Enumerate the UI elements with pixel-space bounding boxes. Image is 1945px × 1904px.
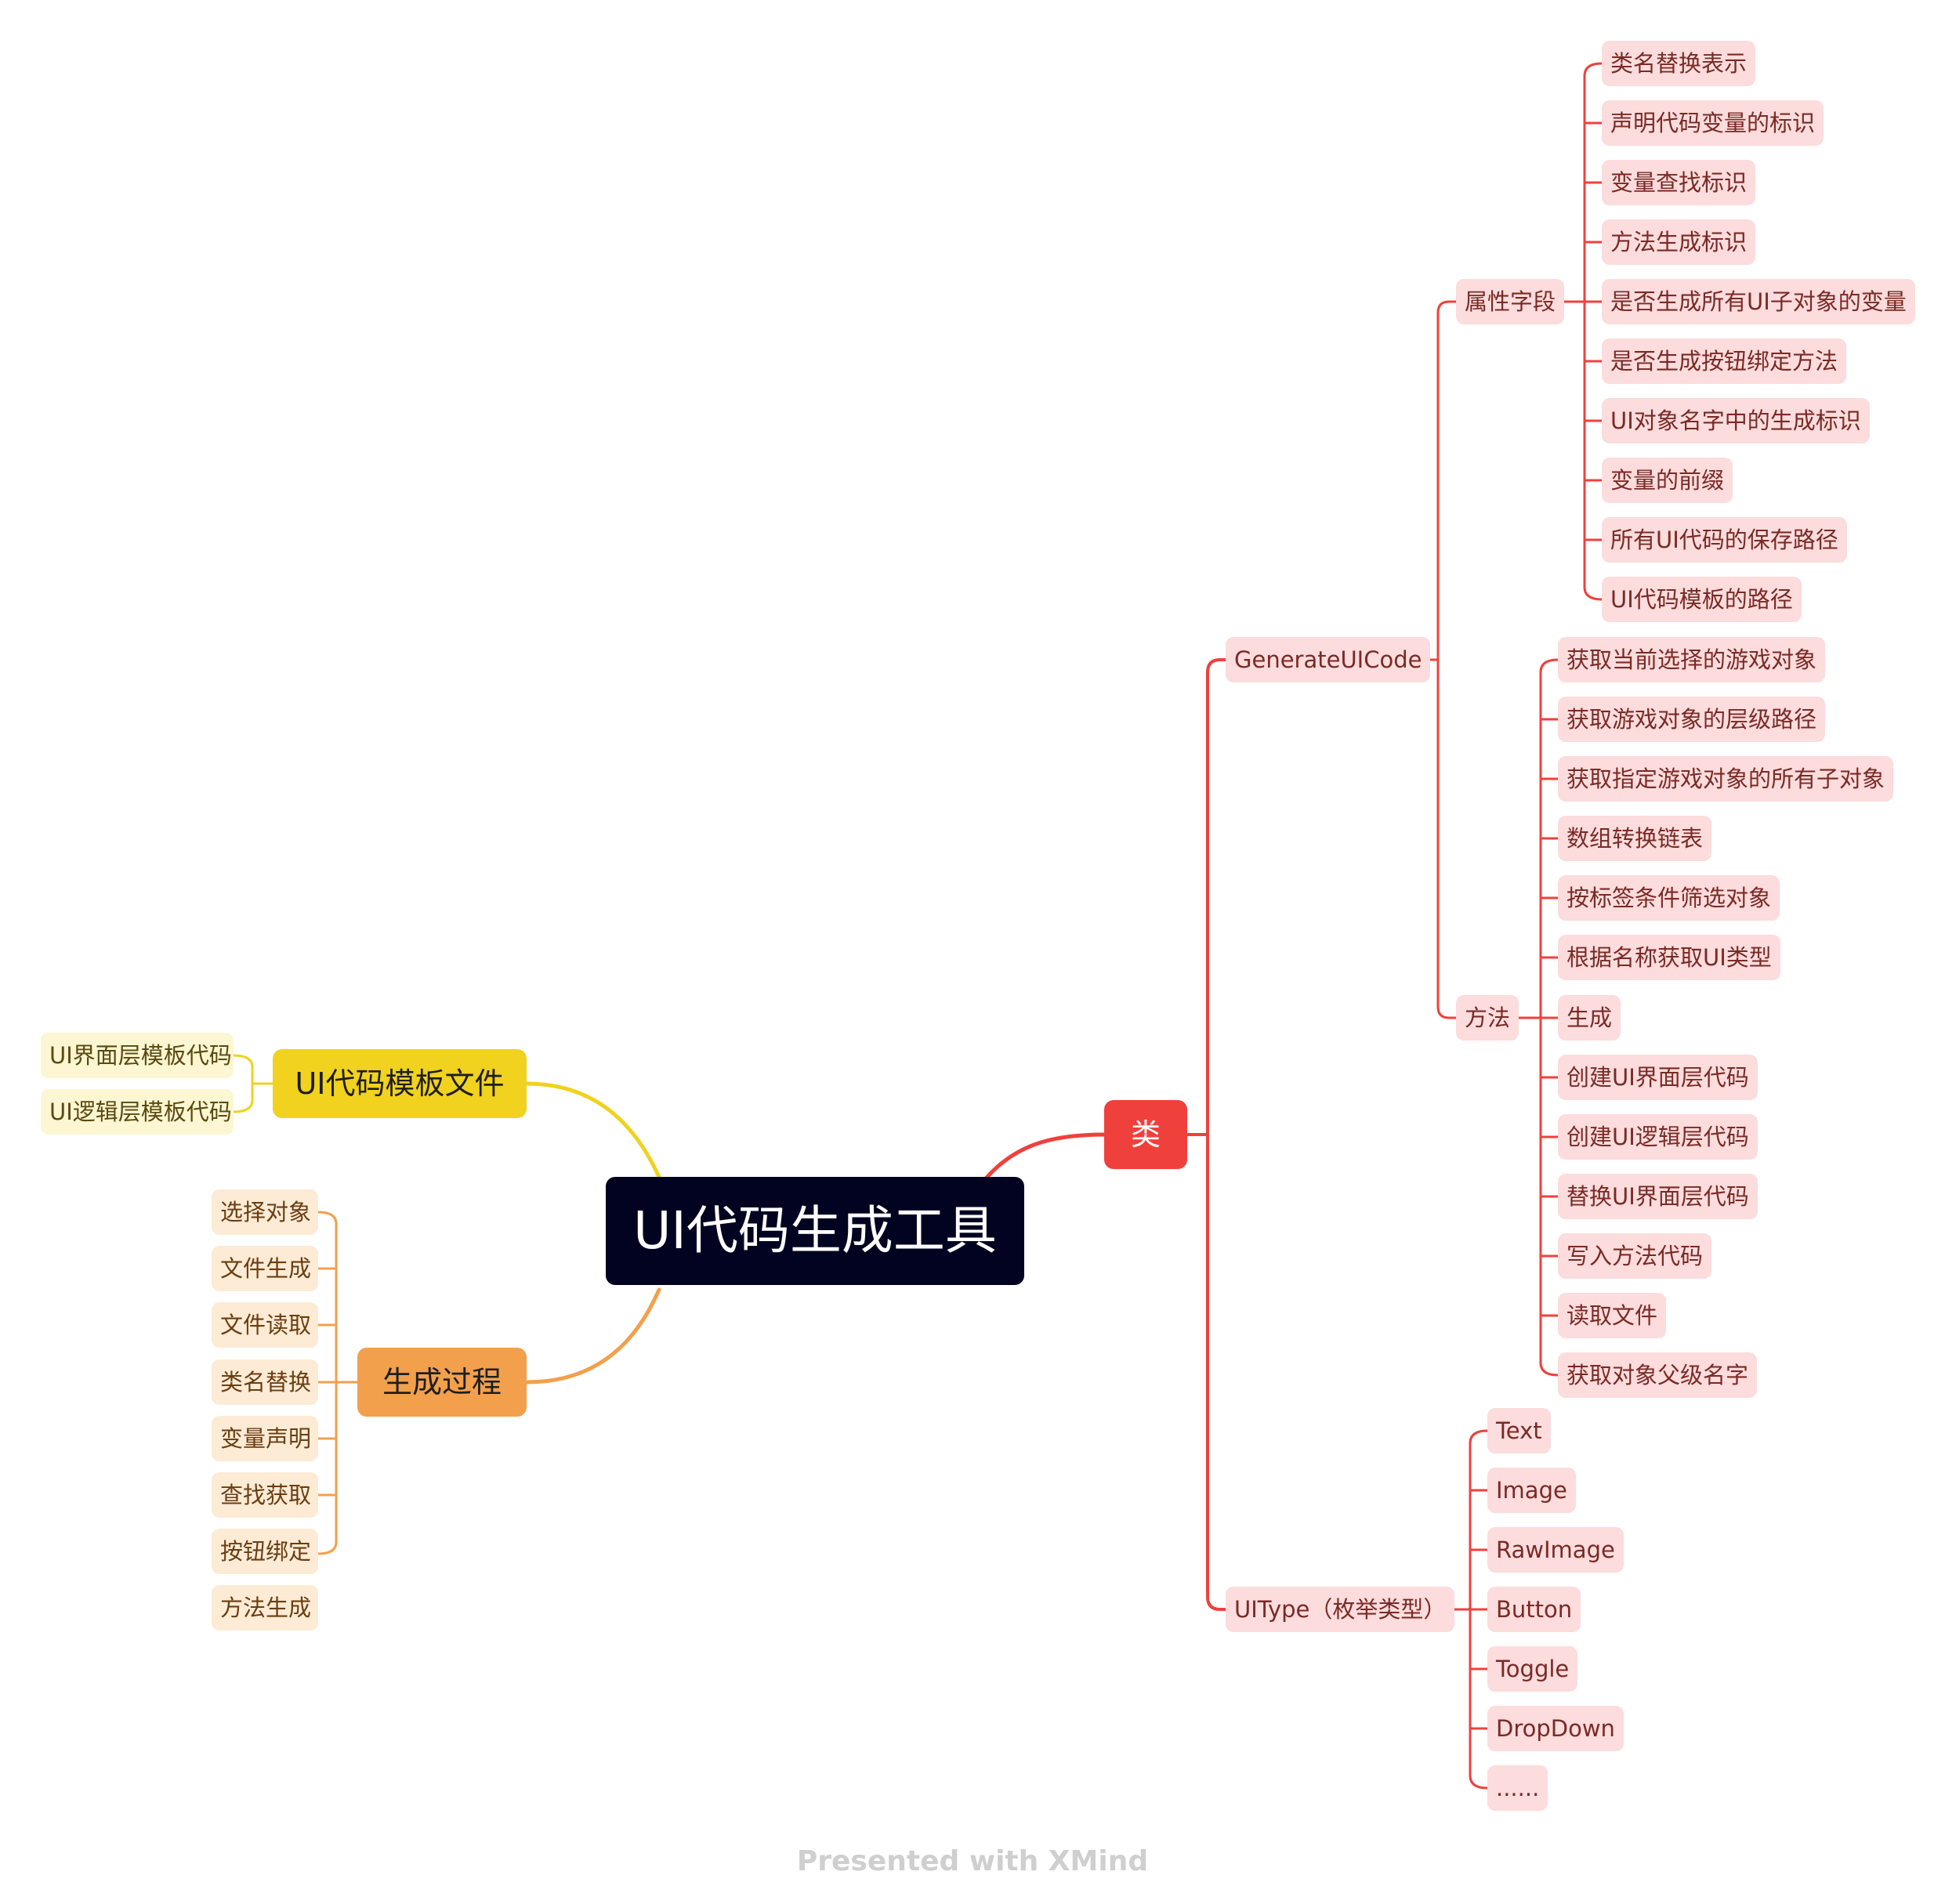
connector-center-process xyxy=(524,1287,661,1385)
connector-process-ticks xyxy=(317,1267,338,1497)
field-item[interactable]: 变量的前缀 xyxy=(1602,458,1733,503)
ui-type-item[interactable]: Text xyxy=(1487,1408,1551,1453)
subtopic-generate-ui-code[interactable]: GenerateUICode xyxy=(1226,637,1431,682)
template-item[interactable]: UI界面层模板代码 xyxy=(41,1033,234,1078)
template-item[interactable]: UI逻辑层模板代码 xyxy=(41,1089,234,1135)
field-item[interactable]: UI代码模板的路径 xyxy=(1602,577,1802,622)
method-item[interactable]: 创建UI界面层代码 xyxy=(1558,1055,1758,1100)
connector-class-uitype xyxy=(1206,1133,1227,1611)
method-item[interactable]: 创建UI逻辑层代码 xyxy=(1558,1114,1758,1160)
field-item[interactable]: 声明代码变量的标识 xyxy=(1602,100,1824,146)
method-item[interactable]: 获取游戏对象的层级路径 xyxy=(1558,697,1826,742)
process-item[interactable]: 按钮绑定 xyxy=(212,1529,318,1574)
connector-generate-fields xyxy=(1436,300,1458,661)
field-item[interactable]: 所有UI代码的保存路径 xyxy=(1602,517,1847,563)
topic-templates[interactable]: UI代码模板文件 xyxy=(273,1049,527,1118)
field-item[interactable]: 类名替换表示 xyxy=(1602,41,1756,86)
method-item[interactable]: 获取对象父级名字 xyxy=(1558,1352,1758,1398)
method-item[interactable]: 替换UI界面层代码 xyxy=(1558,1174,1758,1219)
ui-type-item[interactable]: ...... xyxy=(1487,1765,1548,1811)
ui-type-item[interactable]: Toggle xyxy=(1487,1646,1578,1692)
method-item[interactable]: 按标签条件筛选对象 xyxy=(1558,875,1780,921)
field-item[interactable]: 是否生成按钮绑定方法 xyxy=(1602,338,1847,384)
field-item[interactable]: 是否生成所有UI子对象的变量 xyxy=(1602,279,1915,324)
subtopic-fields[interactable]: 属性字段 xyxy=(1456,279,1565,324)
process-item[interactable]: 方法生成 xyxy=(212,1585,318,1631)
ui-type-item[interactable]: RawImage xyxy=(1487,1527,1624,1573)
method-item[interactable]: 获取指定游戏对象的所有子对象 xyxy=(1558,756,1894,802)
ui-type-item[interactable]: DropDown xyxy=(1487,1706,1624,1751)
watermark: Presented with XMind xyxy=(796,1845,1149,1877)
method-item[interactable]: 写入方法代码 xyxy=(1558,1233,1712,1279)
method-item[interactable]: 生成 xyxy=(1558,995,1621,1041)
process-item[interactable]: 文件生成 xyxy=(212,1246,318,1291)
connector-methods-ticks xyxy=(1539,718,1559,1317)
process-item[interactable]: 类名替换 xyxy=(212,1359,318,1405)
connector-uitype-ticks xyxy=(1469,1489,1489,1730)
ui-type-item[interactable]: Button xyxy=(1487,1587,1581,1632)
method-item[interactable]: 数组转换链表 xyxy=(1558,816,1712,861)
connector-fields-bracket xyxy=(1583,62,1603,601)
field-item[interactable]: 变量查找标识 xyxy=(1602,160,1756,205)
process-item[interactable]: 选择对象 xyxy=(212,1189,318,1235)
process-item[interactable]: 变量声明 xyxy=(212,1416,318,1461)
process-item[interactable]: 文件读取 xyxy=(212,1302,318,1348)
subtopic-methods[interactable]: 方法 xyxy=(1456,995,1519,1041)
topic-process[interactable]: 生成过程 xyxy=(357,1348,527,1417)
ui-type-item[interactable]: Image xyxy=(1487,1468,1576,1513)
central-topic[interactable]: UI代码生成工具 xyxy=(606,1177,1024,1285)
field-item[interactable]: 方法生成标识 xyxy=(1602,219,1756,265)
connector-class-generate xyxy=(1206,658,1227,1136)
subtopic-ui-type[interactable]: UIType（枚举类型） xyxy=(1226,1587,1455,1632)
connector-generate-methods xyxy=(1436,658,1458,1019)
connector-templates-bracket xyxy=(232,1054,254,1113)
connector-center-templates xyxy=(524,1081,661,1179)
method-item[interactable]: 读取文件 xyxy=(1558,1293,1667,1338)
process-item[interactable]: 查找获取 xyxy=(212,1472,318,1518)
field-item[interactable]: UI对象名字中的生成标识 xyxy=(1602,398,1870,443)
topic-class[interactable]: 类 xyxy=(1104,1100,1187,1169)
method-item[interactable]: 根据名称获取UI类型 xyxy=(1558,935,1780,980)
connector-fields-ticks xyxy=(1583,121,1603,541)
connector-center-class xyxy=(983,1132,1107,1181)
method-item[interactable]: 获取当前选择的游戏对象 xyxy=(1558,637,1826,682)
